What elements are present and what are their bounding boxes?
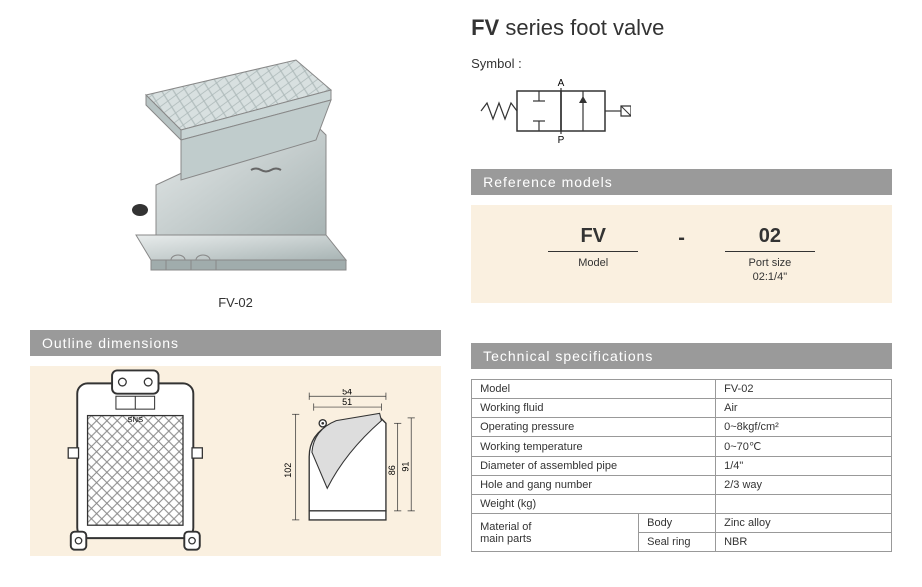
pneumatic-symbol: A P [471, 76, 631, 146]
svg-text:P: P [558, 135, 565, 146]
table-row: Diameter of assembled pipe1/4" [472, 457, 892, 476]
ref-port-sub: 02:1/4" [725, 271, 815, 283]
table-row: ModelFV-02 [472, 380, 892, 399]
svg-text:SNS: SNS [127, 415, 143, 424]
technical-spec-header: Technical specifications [471, 343, 892, 369]
ref-model-label: Model [548, 257, 638, 269]
product-label: FV-02 [30, 295, 441, 310]
svg-text:A: A [558, 78, 565, 89]
reference-box: FV Model - 02 Port size 02:1/4" [471, 205, 892, 303]
spec-table: ModelFV-02Working fluidAirOperating pres… [471, 379, 892, 552]
ref-model-value: FV [548, 225, 638, 252]
svg-text:86: 86 [387, 465, 397, 475]
svg-text:51: 51 [342, 397, 352, 407]
table-row: Material ofmain partsBodyZinc alloy [472, 514, 892, 533]
product-photo [96, 35, 376, 285]
table-row: Weight (kg) [472, 495, 892, 514]
svg-text:54: 54 [342, 389, 352, 396]
outline-dimensions-header: Outline dimensions [30, 330, 441, 356]
reference-models-header: Reference models [471, 169, 892, 195]
table-row: Working fluidAir [472, 399, 892, 418]
table-row: Hole and gang number2/3 way [472, 476, 892, 495]
ref-port-label: Port size [725, 257, 815, 269]
table-row: Working temperature0~70℃ [472, 437, 892, 457]
svg-text:91: 91 [400, 461, 410, 471]
table-row: Operating pressure0~8kgf/cm² [472, 418, 892, 437]
page-title: FV series foot valve [471, 15, 892, 41]
svg-text:102: 102 [283, 463, 293, 478]
outline-diagram: SNS 54 51 [30, 366, 441, 556]
symbol-label: Symbol : [471, 56, 892, 71]
ref-port-value: 02 [725, 225, 815, 252]
